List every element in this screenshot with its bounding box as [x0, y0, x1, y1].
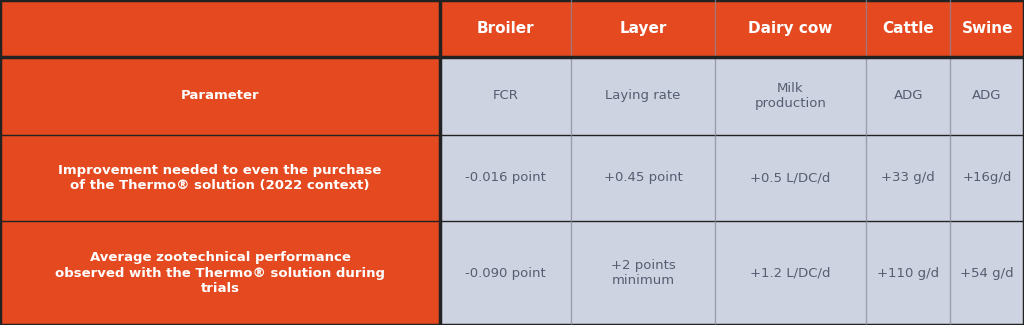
- Bar: [0, 57, 440, 135]
- Text: Layer: Layer: [620, 21, 667, 36]
- Bar: [950, 57, 1024, 135]
- Bar: [571, 0, 715, 57]
- Bar: [571, 221, 715, 325]
- Text: +54 g/d: +54 g/d: [961, 266, 1014, 280]
- Text: +110 g/d: +110 g/d: [878, 266, 939, 280]
- Text: Parameter: Parameter: [181, 89, 259, 102]
- Text: Laying rate: Laying rate: [605, 89, 681, 102]
- Text: +1.2 L/DC/d: +1.2 L/DC/d: [751, 266, 830, 280]
- Text: +33 g/d: +33 g/d: [882, 172, 935, 185]
- Text: Broiler: Broiler: [477, 21, 535, 36]
- Bar: [950, 135, 1024, 221]
- Bar: [440, 0, 571, 57]
- Bar: [715, 135, 866, 221]
- Text: Dairy cow: Dairy cow: [749, 21, 833, 36]
- Bar: [440, 57, 571, 135]
- Text: Swine: Swine: [962, 21, 1013, 36]
- Bar: [866, 57, 950, 135]
- Bar: [0, 135, 440, 221]
- Text: Cattle: Cattle: [883, 21, 934, 36]
- Text: Improvement needed to even the purchase
of the Thermo® solution (2022 context): Improvement needed to even the purchase …: [58, 164, 382, 192]
- Bar: [715, 0, 866, 57]
- Bar: [571, 57, 715, 135]
- Bar: [571, 135, 715, 221]
- Text: +0.5 L/DC/d: +0.5 L/DC/d: [751, 172, 830, 185]
- Bar: [440, 135, 571, 221]
- Bar: [950, 0, 1024, 57]
- Bar: [0, 0, 440, 57]
- Bar: [950, 221, 1024, 325]
- Text: FCR: FCR: [493, 89, 519, 102]
- Bar: [715, 221, 866, 325]
- Text: Average zootechnical performance
observed with the Thermo® solution during
trial: Average zootechnical performance observe…: [55, 251, 385, 295]
- Text: ADG: ADG: [973, 89, 1001, 102]
- Bar: [440, 221, 571, 325]
- Text: -0.016 point: -0.016 point: [466, 172, 546, 185]
- Bar: [866, 221, 950, 325]
- Text: +16g/d: +16g/d: [963, 172, 1012, 185]
- Text: +2 points
minimum: +2 points minimum: [610, 259, 676, 287]
- Bar: [0, 221, 440, 325]
- Bar: [866, 0, 950, 57]
- Text: +0.45 point: +0.45 point: [604, 172, 682, 185]
- Text: -0.090 point: -0.090 point: [466, 266, 546, 280]
- Bar: [866, 135, 950, 221]
- Text: Milk
production: Milk production: [755, 82, 826, 110]
- Bar: [715, 57, 866, 135]
- Text: ADG: ADG: [894, 89, 923, 102]
